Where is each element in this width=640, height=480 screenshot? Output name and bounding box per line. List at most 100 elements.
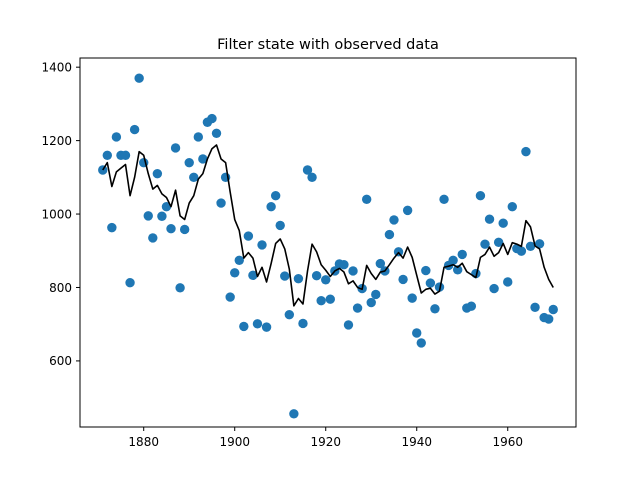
observation-point — [516, 246, 527, 256]
observation-point — [239, 321, 249, 332]
observation-point — [120, 150, 131, 160]
observation-point — [480, 239, 490, 249]
axes: 1880 1900 1920 1940 1960 600 800 1000 1200 1400 — [41, 57, 577, 449]
observation-point — [366, 297, 376, 308]
observation-point — [507, 202, 517, 212]
observation-point — [316, 296, 326, 306]
observation-point — [321, 275, 331, 285]
observation-point — [270, 190, 281, 201]
observation-point — [430, 304, 440, 314]
observation-point — [280, 271, 290, 281]
observation-point — [293, 273, 304, 284]
observation-point — [143, 211, 153, 221]
observation-point — [503, 277, 513, 287]
observation-point — [352, 303, 363, 313]
observation-point — [184, 157, 194, 168]
observation-point — [129, 124, 140, 135]
y-tick-label: 1400 — [41, 60, 72, 74]
chart-title: Filter state with observed data — [217, 37, 439, 53]
observation-point — [179, 224, 190, 235]
plot-marks — [98, 73, 558, 419]
observation-point — [325, 294, 335, 304]
observation-point — [125, 278, 135, 288]
observation-point — [302, 165, 313, 175]
observation-point — [275, 220, 285, 231]
observation-point — [157, 211, 167, 221]
observation-point — [248, 270, 258, 281]
observation-point — [489, 283, 499, 294]
observation-point — [339, 260, 349, 270]
observation-point — [261, 322, 272, 332]
observation-point — [484, 214, 495, 224]
observation-point — [452, 265, 463, 275]
observation-point — [439, 194, 449, 205]
filter-state-line — [102, 144, 554, 307]
observation-point — [421, 265, 431, 276]
axes-frame — [79, 57, 577, 428]
observation-point — [375, 258, 386, 269]
observation-point — [298, 318, 308, 329]
observation-point — [175, 283, 185, 293]
observation-point — [189, 172, 199, 183]
observation-point — [134, 73, 144, 83]
observation-point — [530, 302, 540, 312]
observation-point — [412, 328, 422, 338]
observation-point — [343, 320, 354, 330]
observation-point — [371, 289, 381, 300]
observation-point — [307, 172, 317, 183]
observation-point — [211, 128, 222, 138]
x-tick-label: 1920 — [310, 435, 341, 449]
observation-point — [534, 239, 545, 249]
observation-point — [493, 237, 504, 248]
x-tick-label: 1880 — [128, 435, 159, 449]
y-tick-label: 1200 — [41, 134, 72, 148]
observation-point — [230, 268, 240, 278]
observation-point — [252, 319, 263, 329]
observation-point — [416, 338, 426, 348]
observation-point — [193, 132, 204, 142]
observation-point — [161, 202, 172, 212]
observation-point — [348, 266, 358, 276]
observation-point — [498, 218, 508, 228]
observation-point — [289, 409, 299, 419]
x-tick-label: 1900 — [219, 435, 250, 449]
observation-point — [266, 202, 276, 212]
observation-point — [525, 241, 536, 252]
observation-point — [389, 215, 399, 225]
observation-point — [257, 240, 267, 250]
observation-point — [398, 274, 408, 285]
observation-point — [243, 231, 254, 241]
observation-point — [384, 229, 395, 240]
observation-point — [107, 222, 117, 233]
y-tick-label: 600 — [49, 354, 72, 368]
y-tick-label: 800 — [49, 281, 72, 295]
observation-point — [544, 314, 554, 324]
observation-point — [448, 255, 458, 266]
y-tick-label: 1000 — [41, 207, 72, 221]
observation-point — [548, 304, 558, 315]
observation-point — [407, 293, 417, 303]
observation-point — [311, 271, 322, 281]
x-tick-label: 1940 — [401, 435, 432, 449]
observation-point — [521, 146, 531, 157]
observation-point — [148, 233, 158, 243]
observation-point — [102, 150, 113, 160]
observation-point — [207, 113, 217, 124]
observation-point — [457, 249, 467, 260]
observation-point — [216, 198, 226, 208]
observation-point — [166, 224, 176, 234]
observation-point — [466, 301, 477, 311]
observation-point — [170, 143, 181, 153]
x-tick-label: 1960 — [492, 435, 523, 449]
observation-point — [284, 309, 295, 320]
observation-point — [361, 194, 372, 205]
observation-point — [234, 255, 244, 266]
observation-point — [402, 205, 413, 216]
observation-point — [225, 292, 235, 302]
observation-point — [111, 132, 122, 142]
observation-point — [425, 278, 436, 288]
observation-point — [198, 154, 208, 164]
